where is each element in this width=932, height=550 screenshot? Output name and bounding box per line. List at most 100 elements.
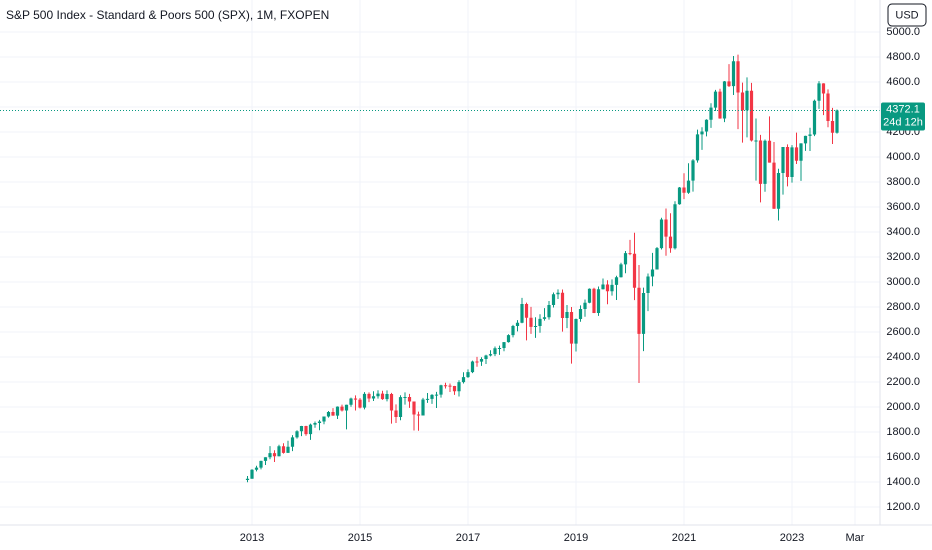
- y-tick-label: 3800.0: [886, 176, 920, 188]
- candle-body: [731, 61, 736, 87]
- candle-body: [610, 284, 614, 292]
- candle-body: [754, 140, 758, 142]
- candle-body: [682, 187, 686, 193]
- candle-body: [641, 293, 646, 334]
- candle-body: [655, 248, 659, 270]
- candle-body: [367, 393, 371, 399]
- candle-body: [362, 393, 367, 408]
- candle-body: [790, 147, 794, 177]
- y-tick-label: 2800.0: [886, 301, 920, 313]
- candle-body: [565, 312, 569, 318]
- candle-body: [700, 131, 704, 135]
- candle-body: [637, 287, 641, 334]
- candle-body: [268, 453, 272, 458]
- countdown-label: 24d 12h: [883, 116, 923, 128]
- candle-body: [304, 426, 308, 435]
- candle-body: [443, 385, 448, 387]
- y-tick-label: 3600.0: [886, 201, 920, 213]
- candle-body: [497, 348, 502, 349]
- candle-body: [623, 253, 628, 265]
- last-price-badge: [881, 102, 925, 131]
- chart-title: S&P 500 Index - Standard & Poors 500 (SP…: [6, 8, 329, 22]
- candle-body: [578, 309, 583, 319]
- candle-body: [277, 446, 281, 457]
- candle-body: [488, 354, 493, 356]
- candle-body: [425, 398, 430, 400]
- candle-body: [439, 385, 443, 395]
- candle-body: [587, 288, 592, 303]
- candle-body: [686, 180, 691, 193]
- candle-body: [299, 426, 304, 432]
- candle-body: [722, 81, 727, 119]
- candle-body: [677, 187, 682, 205]
- candle-body: [457, 382, 461, 392]
- candle-body: [524, 304, 529, 318]
- y-tick-label: 5000.0: [886, 26, 920, 38]
- x-tick-label: Mar: [846, 532, 865, 544]
- candle-body: [475, 361, 479, 363]
- y-tick-label: 2400.0: [886, 351, 920, 363]
- candle-body: [389, 394, 394, 411]
- candle-body: [713, 91, 718, 108]
- candle-body: [772, 162, 776, 209]
- candle-body: [340, 406, 344, 411]
- candle-body: [358, 399, 362, 408]
- x-tick-label: 2019: [564, 532, 588, 544]
- y-tick-label: 3000.0: [886, 276, 920, 288]
- candle-body: [592, 288, 596, 313]
- x-tick-label: 2013: [240, 532, 264, 544]
- candle-body: [272, 453, 277, 457]
- candle-body: [767, 140, 772, 163]
- candle-body: [691, 160, 695, 181]
- candle-body: [349, 398, 353, 405]
- candle-body: [664, 219, 668, 237]
- candle-body: [434, 394, 439, 396]
- candle-body: [668, 236, 673, 249]
- candle-body: [448, 385, 452, 387]
- y-tick-label: 1600.0: [886, 451, 920, 463]
- candle-body: [263, 457, 268, 461]
- candle-body: [749, 90, 754, 141]
- candle-body: [245, 478, 250, 480]
- candle-body: [317, 421, 322, 423]
- candle-body: [380, 393, 385, 400]
- candle-body: [326, 412, 331, 417]
- candle-body: [281, 446, 286, 453]
- candle-body: [353, 398, 358, 400]
- candle-body: [794, 147, 799, 161]
- candle-body: [470, 361, 475, 373]
- candle-body: [502, 342, 506, 348]
- currency-button[interactable]: [887, 3, 927, 27]
- candle-body: [385, 394, 389, 400]
- candle-body: [560, 292, 565, 318]
- candle-body: [695, 134, 700, 161]
- candle-body: [376, 393, 380, 397]
- y-tick-label: 4000.0: [886, 151, 920, 163]
- currency-label[interactable]: USD: [895, 9, 918, 21]
- candle-body: [736, 61, 740, 93]
- candle-body: [583, 302, 587, 309]
- candle-body: [704, 119, 709, 132]
- candle-body: [799, 143, 803, 161]
- candle-body: [290, 437, 295, 447]
- candle-body: [295, 431, 299, 438]
- candle-body: [632, 253, 637, 288]
- x-tick-label: 2023: [780, 532, 804, 544]
- candle-body: [331, 412, 335, 416]
- y-tick-label: 4800.0: [886, 51, 920, 63]
- candle-body: [673, 204, 677, 249]
- candle-body: [407, 397, 412, 402]
- candle-body: [506, 335, 511, 343]
- candle-body: [515, 322, 520, 326]
- y-tick-label: 2600.0: [886, 326, 920, 338]
- candle-body: [574, 319, 578, 344]
- candle-body: [727, 81, 731, 87]
- candles: [0, 54, 880, 483]
- candle-body: [520, 304, 524, 323]
- candle-body: [619, 264, 623, 278]
- candle-body: [785, 147, 790, 177]
- y-tick-label: 1400.0: [886, 476, 920, 488]
- candle-body: [718, 91, 722, 119]
- candle-body: [484, 355, 488, 359]
